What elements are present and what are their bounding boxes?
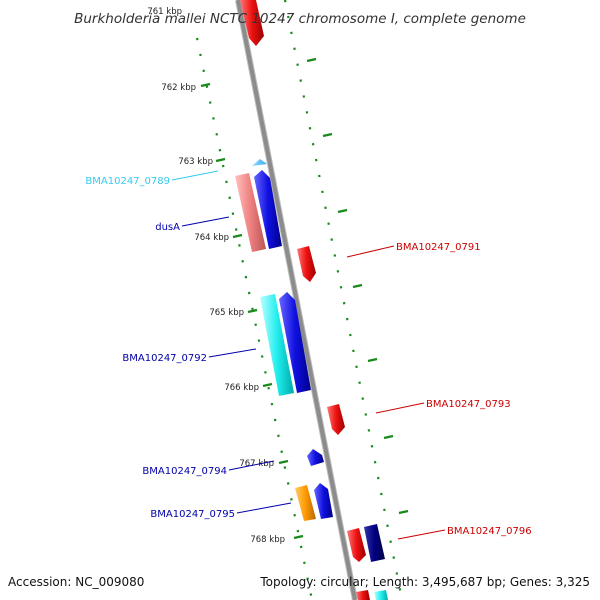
gene-label-bma10247-0789: BMA10247_0789 — [85, 176, 170, 187]
tick-label-761: 761 kbp — [147, 7, 182, 17]
gene-dusA — [254, 170, 282, 249]
leader-line — [171, 170, 219, 181]
tick-marks — [200, 57, 409, 540]
gene-bma10247-0793 — [327, 404, 345, 435]
tick-mark — [383, 434, 394, 440]
gene-bma10247-0791 — [297, 246, 316, 282]
gene-top-red — [240, 0, 264, 46]
tick-mark — [306, 57, 317, 63]
genome-summary-text: Topology: circular; Length: 3,495,687 bp… — [259, 575, 590, 589]
gene-label-dusA: dusA — [155, 222, 180, 233]
gene-bma10247-0796-red — [347, 528, 366, 562]
gene-bma10247-0789 — [252, 159, 267, 166]
tick-label-763: 763 kbp — [178, 157, 213, 167]
gene-bma10247-0795 — [314, 483, 333, 519]
tick-mark — [232, 233, 243, 239]
gene-bma10247-0794 — [307, 449, 324, 466]
leader-line — [375, 402, 425, 414]
leader-line — [236, 502, 292, 514]
map-title: Burkholderia mallei NCTC 10247 chromosom… — [74, 11, 526, 27]
gene-bma10247-0792 — [279, 292, 311, 393]
tick-mark — [278, 459, 289, 465]
leader-line — [208, 348, 257, 358]
gene-label-bma10247-0793: BMA10247_0793 — [426, 399, 511, 410]
tick-mark — [367, 357, 378, 363]
gene-label-bma10247-0794: BMA10247_0794 — [142, 466, 227, 477]
leader-line — [346, 245, 395, 258]
tick-mark — [215, 157, 226, 163]
tick-mark — [247, 308, 258, 314]
leader-lines — [171, 170, 446, 540]
gene-label-bma10247-0791: BMA10247_0791 — [396, 242, 481, 253]
leader-line — [181, 216, 230, 227]
gene-bottom-red — [356, 590, 370, 600]
gene-dusA-pink — [235, 173, 266, 252]
leader-line — [397, 529, 446, 540]
tick-label-768: 768 kbp — [250, 535, 285, 545]
tick-label-765: 765 kbp — [209, 308, 244, 318]
tick-mark — [352, 283, 363, 289]
gene-bottom-cyan — [374, 590, 388, 600]
leader-line — [228, 460, 275, 471]
tick-label-764: 764 kbp — [194, 233, 229, 243]
gene-bma10247-0795-orange — [295, 485, 316, 521]
gene-label-bma10247-0792: BMA10247_0792 — [122, 353, 207, 364]
tick-mark — [322, 132, 333, 138]
tick-mark — [398, 509, 409, 515]
gene-label-bma10247-0795: BMA10247_0795 — [150, 509, 235, 520]
gene-bma10247-0792-cyan — [260, 294, 294, 396]
tick-mark — [293, 534, 304, 540]
gene-bma10247-0796-navy — [364, 524, 385, 562]
tick-label-762: 762 kbp — [161, 83, 196, 93]
gene-label-bma10247-0796: BMA10247_0796 — [447, 526, 532, 537]
tick-mark — [337, 208, 348, 214]
tick-mark — [262, 382, 273, 388]
tick-label-766: 766 kbp — [224, 383, 259, 393]
accession-text: Accession: NC_009080 — [8, 575, 144, 589]
tick-mark — [200, 82, 211, 88]
genome-backbone — [236, 0, 357, 600]
